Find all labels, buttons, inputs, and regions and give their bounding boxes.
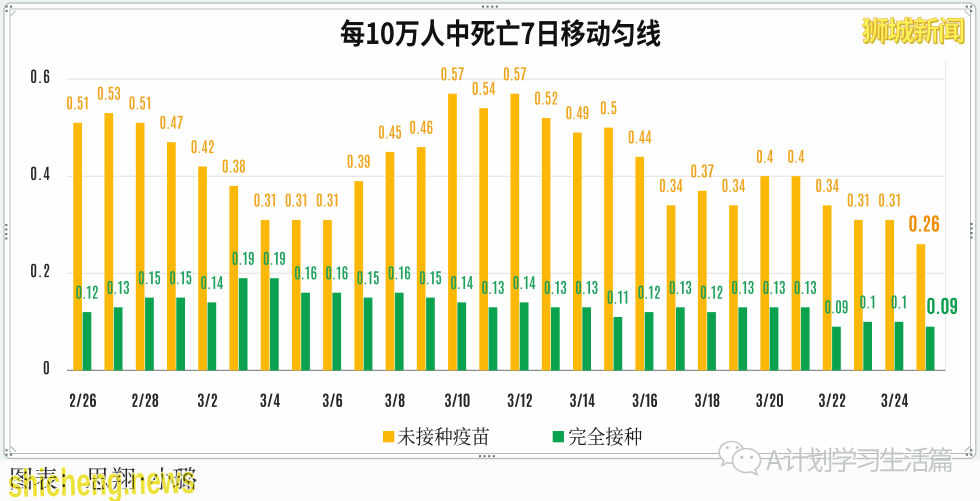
svg-text:shicheng.news: shicheng.news	[7, 459, 196, 501]
svg-text:shicheng.news: shicheng.news	[7, 459, 196, 501]
